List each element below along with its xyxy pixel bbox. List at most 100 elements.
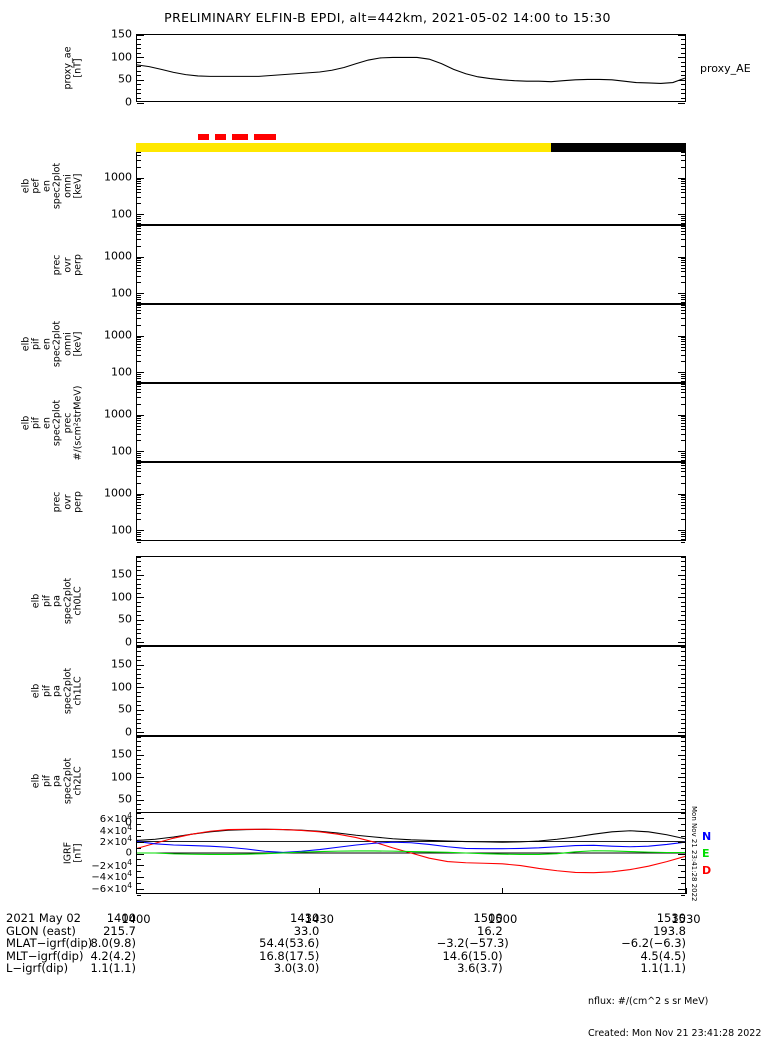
axis-tick bbox=[681, 295, 685, 297]
axis-tick bbox=[681, 275, 685, 277]
axis-tick bbox=[137, 736, 141, 738]
axis-tick bbox=[681, 691, 685, 693]
axis-tick bbox=[137, 541, 141, 543]
axis-tick bbox=[681, 306, 685, 308]
axis-tick bbox=[681, 561, 685, 562]
x-axis-tick-label: 1430 bbox=[304, 912, 334, 926]
table-cell: 193.8 bbox=[653, 923, 686, 938]
y-axis-label-elb-pef-en-spec2plot-omni: omni bbox=[61, 173, 73, 198]
axis-tick bbox=[678, 754, 685, 756]
table-cell: 1500 bbox=[473, 911, 503, 925]
axis-tick bbox=[681, 385, 685, 387]
status-flag-marker bbox=[231, 134, 249, 140]
axis-tick bbox=[681, 682, 685, 684]
axis-tick bbox=[137, 824, 141, 826]
axis-tick bbox=[681, 714, 685, 715]
axis-tick bbox=[137, 835, 141, 837]
axis-tick bbox=[137, 166, 141, 168]
axis-tick bbox=[681, 75, 685, 77]
axis-tick bbox=[678, 256, 685, 258]
axis-tick bbox=[137, 453, 141, 455]
axis-tick bbox=[681, 418, 685, 420]
axis-tick bbox=[137, 660, 141, 661]
axis-tick bbox=[137, 790, 141, 792]
igrf-legend-E: E bbox=[702, 847, 710, 860]
axis-tick bbox=[137, 416, 141, 418]
y-tick-label: 4×104 bbox=[99, 822, 132, 837]
y-tick-label: 0 bbox=[125, 635, 132, 648]
axis-tick bbox=[681, 264, 685, 266]
y-tick-label: 100 bbox=[111, 444, 132, 458]
y-tick-label: 1000 bbox=[104, 249, 132, 263]
creation-timestamp-vertical-text: Mon Nov 21 23:41:28 2022 bbox=[690, 806, 698, 902]
axis-tick bbox=[681, 464, 685, 466]
axis-tick bbox=[681, 217, 685, 219]
axis-tick bbox=[137, 646, 141, 648]
axis-tick bbox=[137, 275, 141, 277]
axis-tick bbox=[137, 565, 141, 567]
axis-tick bbox=[137, 451, 144, 453]
y-tick-label: −6×104 bbox=[91, 880, 132, 896]
axis-tick bbox=[678, 57, 685, 59]
axis-tick bbox=[681, 188, 685, 190]
axis-tick bbox=[137, 282, 141, 284]
table-cell: 3.6(3.7) bbox=[457, 961, 503, 976]
axis-tick bbox=[137, 841, 144, 843]
y-tick-label: 50 bbox=[118, 72, 132, 86]
y-axis-label-elb-pif-en-spec2plot-prec: pif bbox=[30, 416, 42, 429]
axis-tick bbox=[681, 894, 685, 896]
axis-tick bbox=[678, 79, 685, 81]
axis-tick bbox=[137, 687, 144, 688]
axis-tick bbox=[681, 192, 685, 194]
y-axis-label-elb-pif-en-spec2plot-omni: [keV] bbox=[72, 331, 84, 356]
axis-tick bbox=[681, 222, 685, 224]
axis-tick bbox=[681, 583, 685, 585]
axis-tick bbox=[681, 39, 685, 41]
axis-tick bbox=[137, 185, 141, 187]
axis-tick bbox=[137, 696, 141, 697]
y-axis-ticks-proxy_ae: 150 100 50 0 bbox=[86, 28, 132, 109]
axis-tick bbox=[137, 425, 141, 427]
y-axis-ticks-prec-ovr-perp-2: 1000 100 bbox=[86, 462, 132, 541]
table-row-label: 2021 May 02 bbox=[6, 911, 81, 925]
axis-tick bbox=[137, 39, 141, 41]
axis-tick bbox=[681, 301, 685, 303]
axis-tick bbox=[137, 536, 141, 538]
axis-tick bbox=[681, 615, 685, 616]
axis-tick bbox=[681, 216, 685, 218]
table-cell: 1.1(1.1) bbox=[90, 961, 136, 976]
axis-tick bbox=[681, 313, 685, 315]
axis-tick bbox=[137, 217, 141, 219]
axis-tick bbox=[681, 519, 685, 521]
axis-tick bbox=[137, 440, 141, 442]
y-axis-label-elb-pif-en-spec2plot-omni: spec2plot bbox=[51, 320, 63, 367]
series-line-proxy_ae bbox=[137, 56, 685, 84]
y-axis-label-prec-ovr-perp-1: ovr bbox=[61, 256, 73, 273]
axis-tick bbox=[681, 462, 685, 464]
axis-tick bbox=[137, 601, 141, 603]
status-flag-marker bbox=[214, 134, 227, 140]
axis-tick bbox=[137, 97, 141, 99]
axis-tick bbox=[137, 354, 141, 356]
axis-tick bbox=[681, 673, 685, 675]
axis-tick bbox=[681, 459, 685, 461]
axis-tick bbox=[137, 378, 141, 380]
axis-tick bbox=[137, 718, 141, 720]
axis-tick bbox=[681, 533, 685, 535]
axis-tick bbox=[681, 97, 685, 99]
axis-tick bbox=[137, 48, 141, 50]
axis-tick bbox=[137, 239, 141, 241]
axis-tick bbox=[137, 385, 141, 387]
axis-tick bbox=[137, 583, 141, 585]
axis-tick bbox=[137, 804, 141, 805]
axis-tick bbox=[681, 388, 685, 390]
axis-tick bbox=[137, 615, 141, 616]
axis-tick bbox=[137, 414, 144, 416]
axis-tick bbox=[137, 260, 141, 262]
axis-tick bbox=[681, 383, 685, 385]
axis-tick bbox=[681, 808, 685, 810]
y-axis-ticks-igrf: 6×104 4×104 2×104 0 −2×104 −4×104 −6×104 bbox=[86, 811, 132, 896]
axis-tick bbox=[681, 239, 685, 241]
y-tick-label: 100 bbox=[111, 286, 132, 300]
axis-tick bbox=[137, 610, 141, 612]
